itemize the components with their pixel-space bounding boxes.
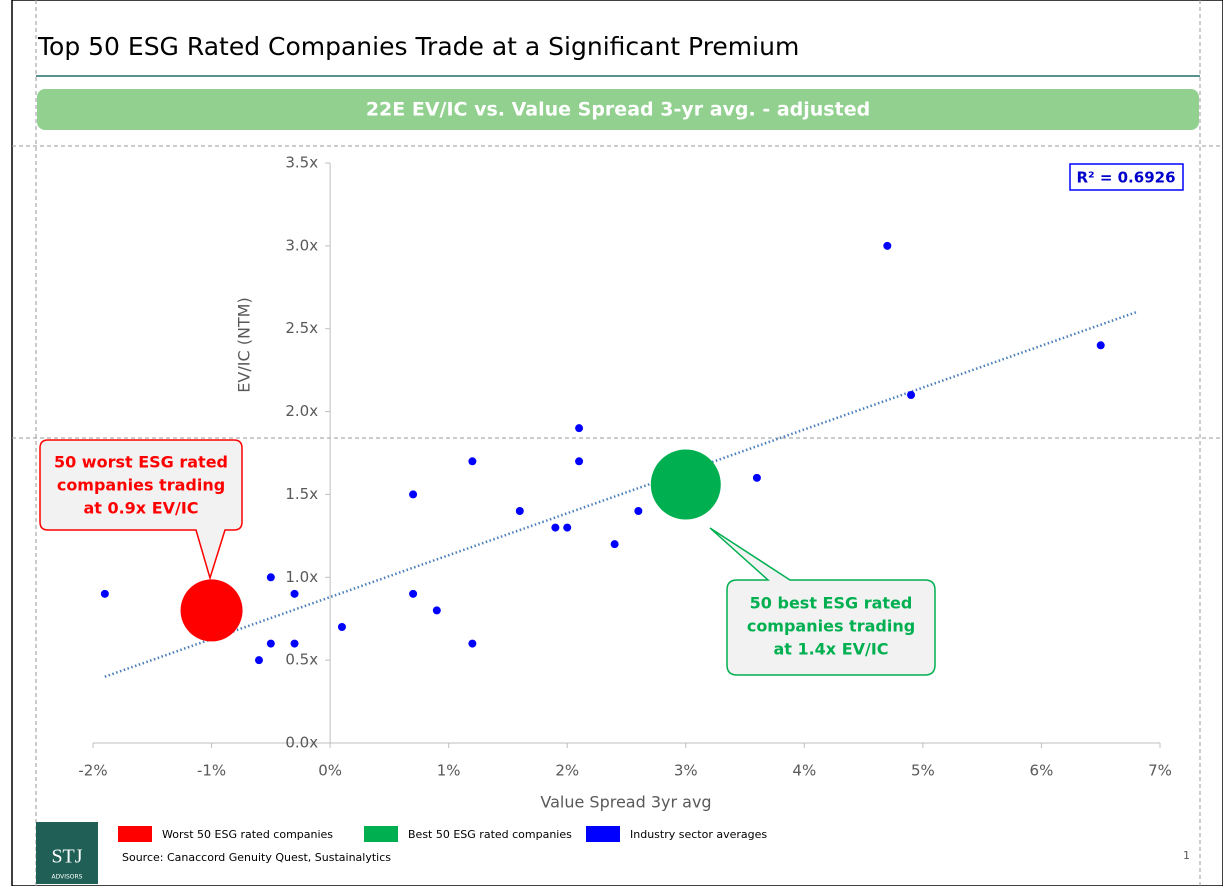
- y-tick-label: 2.0x: [285, 402, 318, 420]
- subtitle-banner: [37, 89, 1199, 130]
- point: [883, 241, 892, 250]
- y-tick-label: 1.5x: [285, 485, 318, 503]
- point: [907, 391, 916, 399]
- subtitle: 22E EV/IC vs. Value Spread 3-yr avg. - a…: [366, 99, 870, 121]
- trendline: [104, 310, 1137, 678]
- x-tick-label: -2%: [78, 762, 107, 780]
- point: [180, 579, 243, 642]
- x-axis-label: Value Spread 3yr avg: [540, 793, 711, 812]
- point: [610, 540, 619, 549]
- plot: -2% -1% 0% 1% 2% 3% 4% 5% 6% 7% 0.0x 0.5x 1.0x 1.5x 2.…: [78, 154, 1172, 780]
- y-tick-label: 3.5x: [285, 154, 318, 172]
- y-tick-label: 0.5x: [285, 651, 318, 669]
- y-tick-label: 0.0x: [285, 734, 318, 752]
- point: [337, 623, 346, 631]
- title: Top 50 ESG Rated Companies Trade at a Si…: [37, 32, 799, 61]
- x-tick-label: 7%: [1148, 762, 1172, 780]
- point: [468, 457, 477, 466]
- r2-label: R² = 0.6926: [1076, 169, 1175, 187]
- point: [409, 589, 418, 598]
- page-number: 1: [1183, 849, 1190, 862]
- y-tick-label: 1.0x: [285, 568, 318, 586]
- point: [432, 606, 441, 615]
- source: Source: Canaccord Genuity Quest, Sustain…: [122, 851, 391, 864]
- r2-box: [1069, 163, 1184, 191]
- legend-swatch: [586, 826, 620, 842]
- y-tick-label: 2.5x: [285, 319, 318, 337]
- logo: STJ: [51, 846, 82, 868]
- worst-callout: [39, 439, 243, 581]
- logo-sub: ADVISORS: [51, 874, 82, 881]
- annotation-line: companies trading: [747, 617, 915, 636]
- legend-label: Worst 50 ESG rated companies: [162, 828, 333, 841]
- point: [563, 523, 572, 532]
- x-tick-label: 2%: [555, 762, 579, 780]
- logo-box: [36, 822, 98, 884]
- annotation-line: 50 worst ESG rated: [54, 453, 228, 472]
- annotation-line: companies trading: [57, 476, 225, 495]
- legend-label: Industry sector averages: [630, 828, 767, 841]
- point: [468, 639, 477, 648]
- annotation-line: 50 best ESG rated: [750, 594, 913, 613]
- x-tick-label: 6%: [1030, 762, 1054, 780]
- point: [1096, 341, 1105, 350]
- x-tick-label: 1%: [437, 762, 461, 780]
- point: [634, 507, 643, 515]
- y-tick-label: 3.0x: [285, 236, 318, 254]
- point: [290, 639, 299, 648]
- legend-swatch: [118, 826, 152, 842]
- x-tick-label: 0%: [318, 762, 342, 780]
- slide-frame: [11, 0, 1223, 886]
- point: [551, 523, 560, 532]
- point: [650, 449, 721, 520]
- y-axis-label: EV/IC (NTM): [235, 297, 254, 392]
- point: [266, 573, 275, 582]
- point: [266, 639, 275, 648]
- point: [254, 656, 263, 665]
- x-tick-label: 3%: [674, 762, 698, 780]
- legend-label: Best 50 ESG rated companies: [408, 828, 572, 841]
- point: [752, 473, 761, 482]
- point: [575, 457, 584, 466]
- guides: [12, 0, 1223, 886]
- point: [575, 424, 584, 433]
- annotation-line: at 0.9x EV/IC: [83, 499, 198, 518]
- best-callout: [709, 527, 936, 676]
- point: [100, 589, 109, 598]
- point: [409, 490, 418, 499]
- x-tick-label: 4%: [792, 762, 816, 780]
- point: [290, 589, 299, 598]
- annotation-line: at 1.4x EV/IC: [773, 640, 888, 659]
- legend-swatch: [364, 826, 398, 842]
- point: [515, 507, 524, 515]
- x-tick-label: 5%: [911, 762, 935, 780]
- x-tick-label: -1%: [197, 762, 226, 780]
